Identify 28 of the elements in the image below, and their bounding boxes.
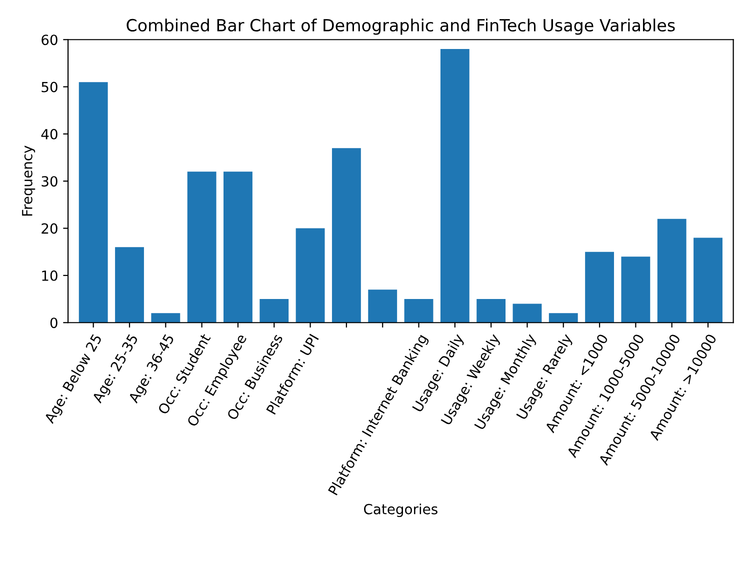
y-tick-label: 50 — [42, 82, 58, 92]
bar — [296, 228, 325, 323]
bar — [694, 238, 722, 323]
bar — [224, 172, 252, 323]
bar — [621, 256, 650, 323]
chart-title: Combined Bar Chart of Demographic and FinTech Usage Variables — [126, 18, 675, 35]
bar — [332, 148, 361, 323]
bar — [151, 313, 180, 323]
y-tick-label: 10 — [42, 270, 58, 281]
bar — [404, 299, 434, 323]
bar — [657, 218, 686, 323]
bar — [512, 304, 542, 323]
bar — [78, 82, 108, 323]
x-axis-title: Categories — [364, 504, 438, 518]
bar — [187, 172, 216, 323]
bar — [585, 252, 614, 323]
y-axis-title: Frequency — [22, 146, 36, 216]
bar — [115, 247, 144, 323]
y-tick-label: 60 — [42, 34, 58, 46]
y-tick-label: 30 — [42, 176, 58, 187]
bar — [548, 313, 578, 323]
y-tick-label: 20 — [42, 223, 58, 234]
bar — [260, 299, 289, 323]
bar — [440, 49, 470, 323]
bar — [368, 290, 398, 323]
y-tick-label: 40 — [41, 128, 58, 140]
bar — [476, 299, 506, 323]
y-tick-label: 0 — [50, 318, 58, 328]
